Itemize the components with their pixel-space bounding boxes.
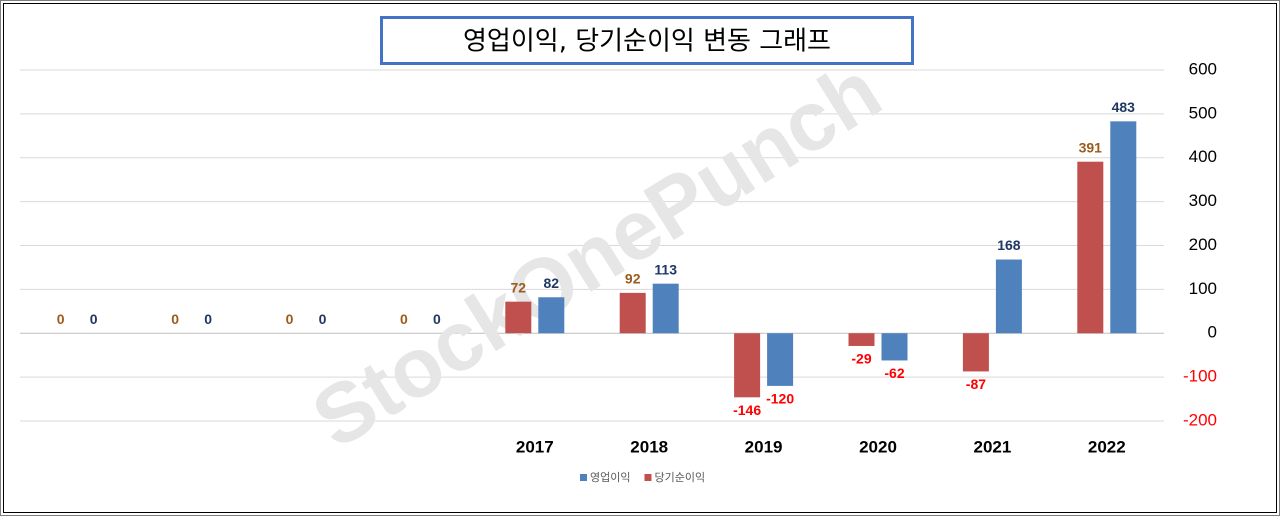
- bar: [538, 297, 565, 334]
- bar: [962, 333, 989, 372]
- y-tick-label: 500: [1189, 103, 1217, 122]
- value-label: -146: [733, 402, 761, 418]
- value-label: 0: [90, 311, 98, 327]
- x-tick-label: 2021: [973, 437, 1011, 456]
- bar: [619, 292, 646, 334]
- bar: [734, 333, 761, 398]
- value-label: 92: [625, 271, 641, 287]
- value-label: -87: [966, 376, 986, 392]
- value-label: -29: [851, 351, 871, 367]
- y-tick-label: -100: [1183, 367, 1217, 386]
- y-tick-label: 200: [1189, 235, 1217, 254]
- legend-swatch: [644, 474, 652, 481]
- value-label: 72: [511, 279, 527, 295]
- y-tick-label: 400: [1189, 147, 1217, 166]
- value-label: -120: [766, 391, 794, 407]
- value-label: 0: [204, 311, 212, 327]
- x-tick-label: 2017: [516, 437, 554, 456]
- title-box: [380, 16, 914, 65]
- value-label: 0: [286, 311, 294, 327]
- value-label: 0: [400, 311, 408, 327]
- y-tick-label: 100: [1189, 279, 1217, 298]
- bar: [1077, 161, 1104, 334]
- y-tick-label: 300: [1189, 191, 1217, 210]
- value-label: 0: [433, 311, 441, 327]
- bar: [767, 333, 794, 386]
- bar: [881, 333, 908, 361]
- value-label: 483: [1112, 99, 1136, 115]
- value-label: 82: [544, 275, 560, 291]
- value-label: -62: [884, 365, 904, 381]
- bar: [848, 333, 875, 346]
- legend-label: 당기순이익: [654, 471, 705, 484]
- value-label: 0: [57, 311, 65, 327]
- value-label: 113: [654, 261, 677, 277]
- chart-border: [3, 3, 1277, 513]
- y-tick-label: 0: [1208, 323, 1217, 342]
- y-tick-label: -200: [1183, 410, 1217, 429]
- bar: [995, 259, 1022, 334]
- y-tick-label: 600: [1189, 59, 1217, 78]
- x-tick-label: 2019: [745, 437, 783, 456]
- bar: [652, 283, 679, 334]
- x-tick-label: 2020: [859, 437, 897, 456]
- bar: [1110, 121, 1137, 334]
- chart-title: 영업이익, 당기순이익 변동 그래프: [463, 27, 831, 57]
- x-tick-label: 2022: [1088, 437, 1126, 456]
- legend-swatch: [580, 474, 587, 481]
- bar: [505, 301, 532, 334]
- legend-label: 영업이익: [590, 471, 630, 484]
- x-tick-label: 2018: [630, 437, 668, 456]
- value-label: 0: [171, 311, 179, 327]
- value-label: 168: [997, 237, 1021, 253]
- value-label: 391: [1079, 139, 1103, 155]
- value-label: 0: [319, 311, 327, 327]
